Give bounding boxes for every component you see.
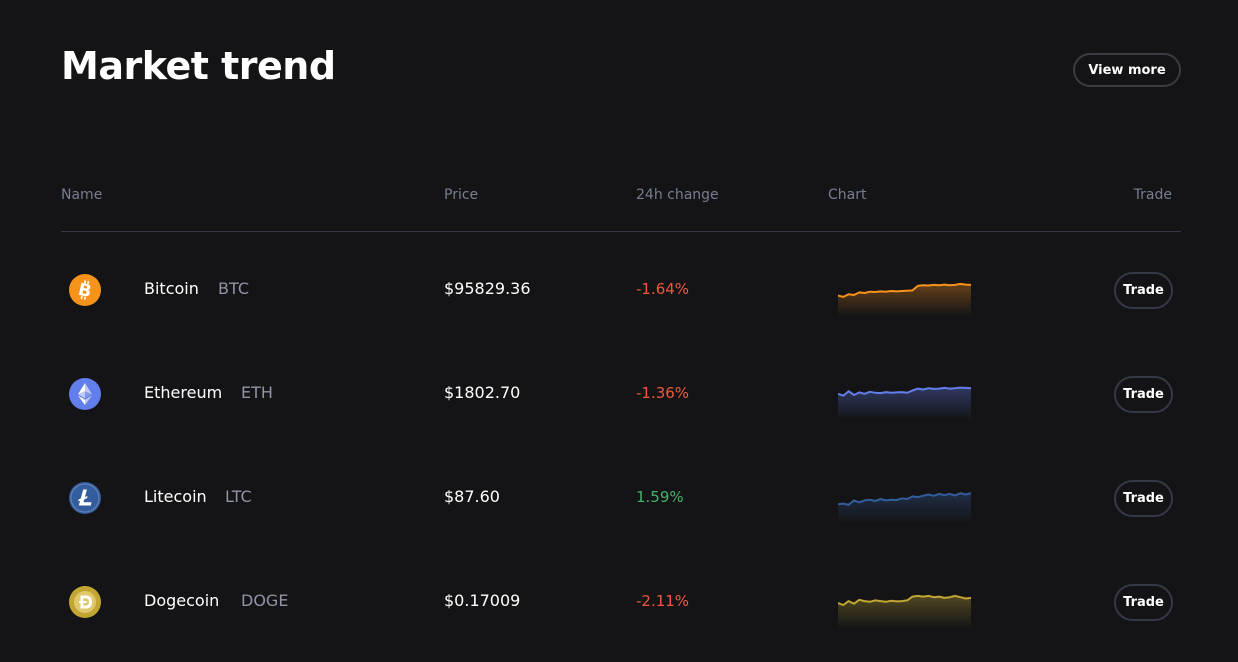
coin-price: $87.60 [444, 487, 500, 506]
table-row: Litecoin LTC $87.60 1.59% Trade [0, 446, 1238, 550]
table-row: Dogecoin DOGE $0.17009 -2.11% Trade [0, 550, 1238, 654]
sparkline-area [838, 595, 971, 628]
table-row: Ethereum ETH $1802.70 -1.36% Trade [0, 342, 1238, 446]
trade-button[interactable]: Trade [1114, 584, 1173, 621]
coin-name: Dogecoin [144, 591, 220, 610]
column-header-trade: Trade [1133, 187, 1172, 203]
coin-price: $1802.70 [444, 383, 521, 402]
column-header-name: Name [61, 187, 103, 203]
sparkline-area [838, 283, 971, 316]
sparkline-line [838, 282, 972, 298]
coin-symbol: DOGE [241, 591, 289, 610]
coin-change: -1.64% [636, 280, 690, 298]
column-header-change: 24h change [636, 187, 719, 203]
trade-button[interactable]: Trade [1114, 272, 1173, 309]
coin-change: -1.36% [636, 384, 690, 402]
coin-price: $95829.36 [444, 279, 531, 298]
litecoin-icon [69, 482, 101, 514]
price-sparkline [838, 492, 972, 524]
coin-change: 1.59% [636, 488, 684, 506]
dogecoin-icon [69, 586, 101, 618]
coin-name: Litecoin [144, 487, 207, 506]
page-title: Market trend [61, 44, 336, 88]
table-row: B Bitcoin BTC $95829.36 -1.64% Trade [0, 238, 1238, 342]
column-header-price: Price [444, 187, 479, 203]
sparkline-area [838, 387, 971, 420]
coin-name: Ethereum [144, 383, 223, 402]
price-sparkline [838, 386, 972, 420]
sparkline-line [838, 492, 972, 506]
coin-symbol: LTC [225, 487, 252, 506]
coin-symbol: BTC [218, 279, 249, 298]
ethereum-icon [69, 378, 101, 410]
price-sparkline [838, 594, 972, 628]
column-header-chart: Chart [828, 187, 867, 203]
price-sparkline [838, 282, 972, 316]
trade-button[interactable]: Trade [1114, 480, 1173, 517]
svg-text:B: B [76, 280, 93, 302]
sparkline-line [838, 594, 972, 606]
sparkline-line [838, 386, 972, 397]
trade-button[interactable]: Trade [1114, 376, 1173, 413]
coin-price: $0.17009 [444, 591, 521, 610]
coin-name: Bitcoin [144, 279, 199, 298]
coin-symbol: ETH [241, 383, 273, 402]
header-divider [61, 231, 1181, 232]
coin-change: -2.11% [636, 592, 690, 610]
bitcoin-icon: B [69, 274, 101, 306]
view-more-button[interactable]: View more [1073, 53, 1181, 87]
